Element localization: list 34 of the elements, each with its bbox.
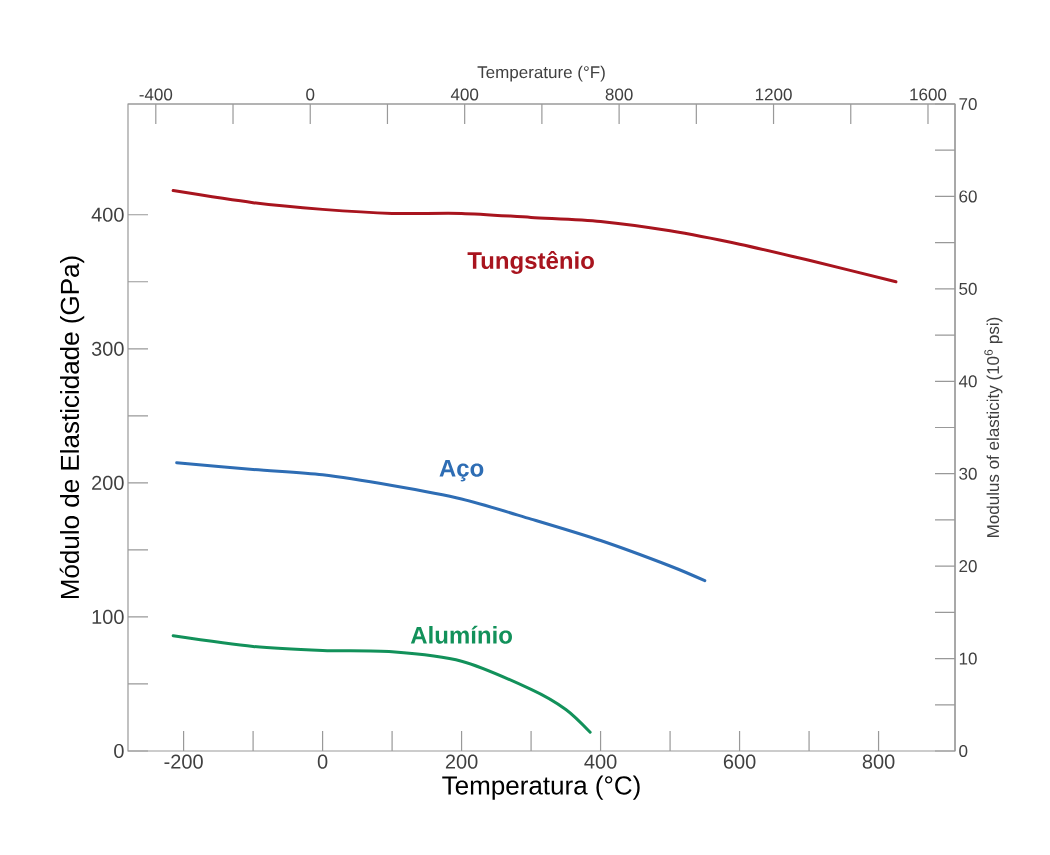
- y2-tick-label: 60: [959, 190, 977, 203]
- x2-tick-label: 800: [605, 88, 633, 101]
- x-tick-label: 800: [862, 754, 895, 769]
- line-series: [175, 461, 707, 583]
- y2-tick-label: 70: [959, 97, 977, 111]
- x-tick-label: 200: [445, 754, 478, 769]
- x-tick-label: 600: [723, 754, 756, 769]
- y-tick-label: 200: [92, 475, 124, 490]
- x2-tick-label: 1600: [910, 88, 947, 101]
- x2-tick-label: 400: [450, 88, 479, 101]
- series-label: Tungstênio: [467, 250, 594, 274]
- y2-tick-label: 20: [959, 560, 977, 573]
- x2-tick-label: -400: [139, 88, 173, 101]
- y-tick-label: 100: [92, 609, 124, 625]
- y2-tick-label: 10: [959, 652, 977, 665]
- y2-tick-label: 30: [959, 467, 977, 480]
- y-axis-title: Módulo de Elasticidade (GPa): [59, 256, 85, 599]
- x2-tick-label: 1200: [755, 88, 792, 101]
- x2-axis-title: Temperature (°F): [477, 65, 605, 82]
- y2-tick-label: 40: [958, 375, 977, 388]
- y2-axis-title: Modulus of elasticity (10$^{6}$ psi): [984, 317, 1003, 537]
- y2-tick-label: 0: [959, 744, 968, 758]
- series-label: Aço: [439, 459, 484, 482]
- x2-tick-label: 0: [306, 88, 315, 101]
- y-tick-label: 400: [91, 207, 124, 222]
- line-series: [171, 189, 898, 284]
- x-tick-label: 400: [584, 754, 617, 769]
- y2-tick-label: 50: [959, 282, 977, 295]
- x-axis-title: Temperatura (°C): [442, 775, 640, 800]
- y-tick-label: 0: [114, 743, 124, 759]
- y-tick-label: 300: [91, 341, 124, 356]
- x-tick-label: 0: [317, 754, 328, 769]
- x-tick-label: -200: [164, 754, 203, 769]
- series-label: Alumínio: [410, 625, 512, 644]
